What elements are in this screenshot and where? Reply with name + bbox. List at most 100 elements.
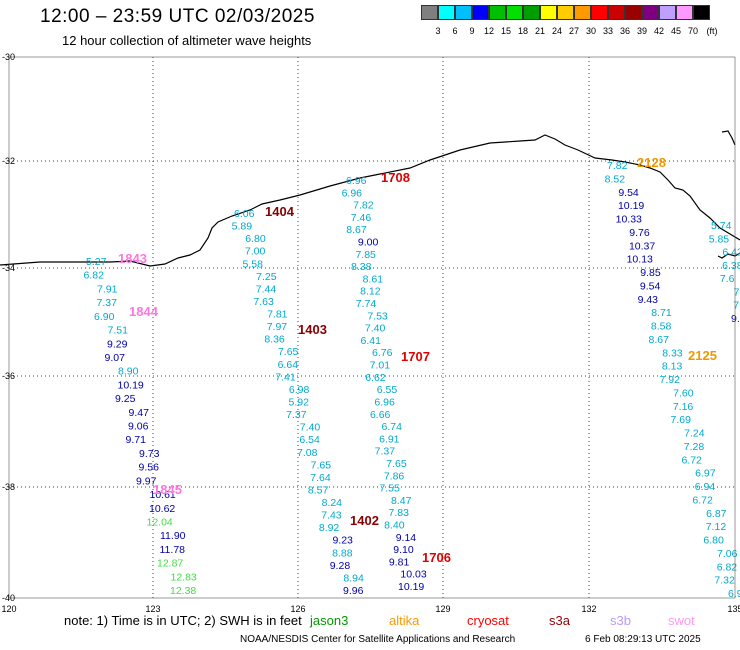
satellite-legend-s3a: s3a bbox=[549, 613, 570, 628]
wave-height-value: 7.08 bbox=[297, 447, 318, 459]
wave-height-value: 8.94 bbox=[343, 572, 364, 584]
wave-height-value: 8.33 bbox=[662, 347, 683, 359]
wave-height-value: 10.19 bbox=[618, 200, 644, 212]
wave-height-value: 9.10 bbox=[393, 544, 414, 556]
satellite-legend-s3b: s3b bbox=[610, 613, 631, 628]
wave-height-value: 7.81 bbox=[267, 309, 288, 321]
wave-height-value: 9.56 bbox=[139, 462, 160, 474]
wave-height-value: 8.13 bbox=[662, 361, 683, 373]
wave-height-value: 9.96 bbox=[343, 585, 364, 597]
note-text: note: 1) Time is in UTC; 2) SWH is in fe… bbox=[64, 613, 302, 628]
wave-height-value: 7.69 bbox=[670, 414, 691, 426]
satellite-legend-swot: swot bbox=[668, 613, 695, 628]
wave-height-value: 6.41 bbox=[360, 335, 381, 347]
wave-height-value: 7.60 bbox=[673, 387, 694, 399]
wave-height-value: 9.97 bbox=[136, 475, 157, 487]
wave-height-value: 6.82 bbox=[84, 270, 105, 282]
colorbar-swatch bbox=[625, 5, 642, 20]
page-subtitle: 12 hour collection of altimeter wave hei… bbox=[62, 33, 312, 48]
wave-height-value: 5.92 bbox=[289, 397, 310, 409]
wave-height-value: 9. bbox=[731, 313, 740, 325]
wave-height-value: 8.92 bbox=[319, 522, 340, 534]
wave-height-value: 7.63 bbox=[253, 296, 274, 308]
pass-time-label: 2128 bbox=[637, 155, 666, 170]
wave-height-value: 9.47 bbox=[129, 407, 150, 419]
wave-height-value: 8.90 bbox=[118, 366, 139, 378]
wave-height-value: 7.91 bbox=[97, 283, 118, 295]
wave-height-value: 6.95 bbox=[728, 588, 740, 600]
wave-height-value: 6.80 bbox=[245, 233, 266, 245]
wave-height-value: 7.16 bbox=[673, 401, 694, 413]
pass-time-label: 1404 bbox=[265, 204, 295, 219]
pass-time-label: 1706 bbox=[422, 550, 451, 565]
wave-height-value: 7.55 bbox=[379, 483, 400, 495]
credit-text: NOAA/NESDIS Center for Satellite Applica… bbox=[240, 634, 516, 645]
colorbar-tick-label: 36 bbox=[619, 26, 631, 36]
wave-height-value: 6.55 bbox=[377, 384, 398, 396]
wave-height-value: 7.53 bbox=[367, 310, 388, 322]
wave-height-value: 11.78 bbox=[160, 544, 186, 556]
colorbar-tick-label: 3 bbox=[435, 26, 441, 36]
lat-lon-grid bbox=[9, 57, 735, 598]
wave-height-value: 6.76 bbox=[372, 347, 393, 359]
colorbar-tick-label: 9 bbox=[469, 26, 475, 36]
wave-height-value: 8.71 bbox=[651, 307, 672, 319]
wave-height-value: 9.14 bbox=[396, 532, 417, 544]
wave-height-value: 6.96 bbox=[346, 175, 367, 187]
wave-height-value: 6.96 bbox=[342, 187, 363, 199]
colorbar-tick-label: 30 bbox=[585, 26, 597, 36]
wave-height-value: 8.36 bbox=[264, 334, 285, 346]
longitude-label: 120 bbox=[1, 604, 17, 614]
colorbar-tick-label: 45 bbox=[670, 26, 682, 36]
colorbar-swatch bbox=[540, 5, 557, 20]
wave-height-value: 6.54 bbox=[299, 434, 320, 446]
wave-height-value: 8.67 bbox=[649, 334, 670, 346]
wave-height-value: 8.67 bbox=[346, 224, 367, 236]
wave-height-value: 8.12 bbox=[360, 286, 381, 298]
wave-height-value: 7.28 bbox=[684, 441, 705, 453]
latitude-label: -40 bbox=[2, 593, 16, 603]
wave-height-value: 7.92 bbox=[660, 374, 681, 386]
wave-height-value: 7.85 bbox=[355, 249, 376, 261]
wave-height-value: 10.19 bbox=[118, 379, 144, 391]
wave-height-value: 8.58 bbox=[651, 321, 672, 333]
colorbar-swatch bbox=[591, 5, 608, 20]
colorbar-swatch bbox=[506, 5, 523, 20]
pass-time-label: 1402 bbox=[350, 513, 379, 528]
wave-height-value: 6.90 bbox=[94, 311, 115, 323]
wave-height-value: 8.57 bbox=[308, 484, 329, 496]
colorbar-swatch bbox=[489, 5, 506, 20]
wave-height-value: 9.29 bbox=[107, 338, 128, 350]
colorbar-swatch bbox=[642, 5, 659, 20]
wave-height-value: 7.6 bbox=[720, 273, 735, 285]
wave-height-value: 5.74 bbox=[711, 220, 732, 232]
colorbar-tick-label: 21 bbox=[534, 26, 546, 36]
wave-height-value: 5.27 bbox=[86, 256, 107, 268]
wave-height-value: 7.97 bbox=[267, 321, 288, 333]
pass-time-label: 1708 bbox=[381, 170, 410, 185]
wave-height-value: 7.00 bbox=[245, 246, 266, 258]
wave-height-value: 6.72 bbox=[681, 454, 702, 466]
colorbar-tick-label: 27 bbox=[568, 26, 580, 36]
wave-height-value: 6.98 bbox=[289, 384, 310, 396]
wave-height-value: 6.38 bbox=[722, 260, 740, 272]
timestamp: 6 Feb 08:29:13 UTC 2025 bbox=[585, 634, 701, 645]
wave-height-value: 10.37 bbox=[629, 240, 655, 252]
wave-height-value: 7.65 bbox=[278, 346, 299, 358]
colorbar-tick-label: 12 bbox=[483, 26, 495, 36]
wave-height-value: 6.72 bbox=[692, 494, 713, 506]
wave-height-value: 7.24 bbox=[684, 428, 705, 440]
page-title: 12:00 – 23:59 UTC 02/03/2025 bbox=[40, 6, 315, 27]
wave-height-value: 11.90 bbox=[160, 530, 186, 542]
latitude-label: -36 bbox=[2, 371, 16, 381]
colorbar-swatch bbox=[676, 5, 693, 20]
wave-height-value: 8.40 bbox=[384, 519, 405, 531]
wave-height-value: 9.28 bbox=[330, 560, 351, 572]
pass-time-label: 1843 bbox=[118, 251, 147, 266]
longitude-label: 129 bbox=[435, 604, 451, 614]
wave-height-value: 7.82 bbox=[607, 160, 628, 172]
wave-height-value: 6.94 bbox=[695, 481, 716, 493]
colorbar-tick-label: 15 bbox=[500, 26, 512, 36]
wave-height-value: 9.71 bbox=[126, 434, 147, 446]
